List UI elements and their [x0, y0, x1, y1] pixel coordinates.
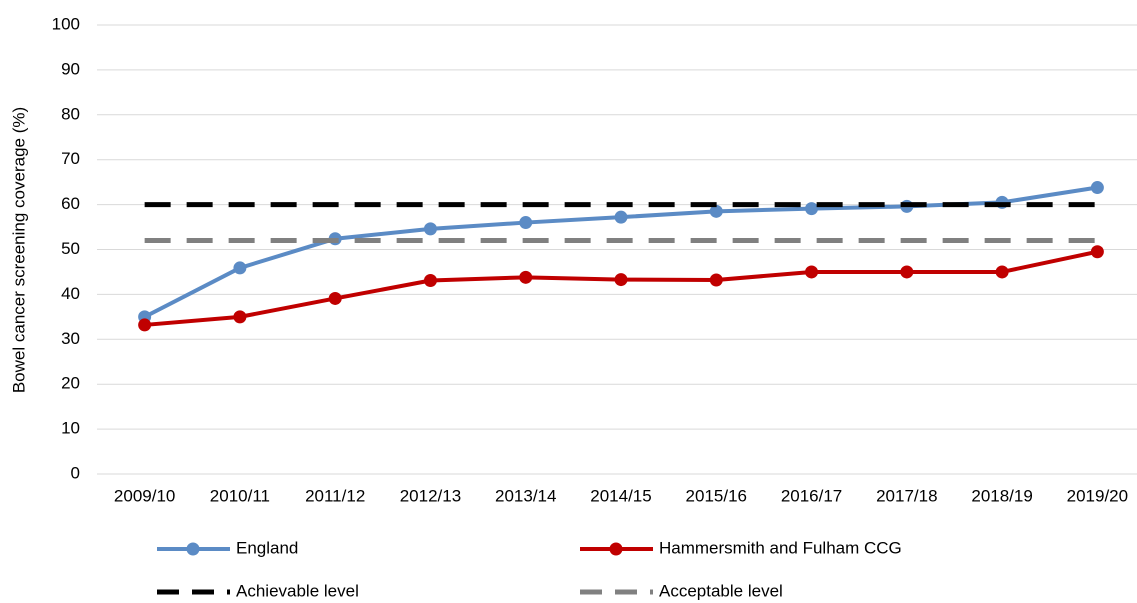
data-point	[328, 291, 342, 305]
data-point	[423, 273, 437, 287]
y-tick-label: 50	[61, 239, 80, 258]
data-point	[995, 265, 1009, 279]
x-tick-label: 2016/17	[781, 486, 842, 505]
y-tick-label: 30	[61, 329, 80, 348]
data-point	[138, 318, 152, 332]
data-point	[519, 216, 533, 230]
x-tick-label: 2010/11	[210, 486, 270, 505]
data-point	[709, 273, 723, 287]
x-tick-label: 2009/10	[114, 486, 175, 505]
y-tick-label: 0	[71, 463, 80, 482]
data-point	[709, 204, 723, 218]
y-tick-label: 40	[61, 284, 80, 303]
legend-label: Achievable level	[236, 581, 359, 600]
data-point	[900, 265, 914, 279]
data-point	[233, 261, 247, 275]
data-point	[614, 210, 628, 224]
y-axis-label: Bowel cancer screening coverage (%)	[9, 107, 28, 393]
x-tick-label: 2018/19	[971, 486, 1032, 505]
x-tick-label: 2017/18	[876, 486, 937, 505]
x-tick-label: 2014/15	[590, 486, 651, 505]
y-tick-label: 70	[61, 149, 80, 168]
legend-label: Acceptable level	[659, 581, 783, 600]
y-tick-label: 100	[52, 14, 80, 33]
x-tick-label: 2013/14	[495, 486, 556, 505]
data-point	[233, 310, 247, 324]
data-point	[805, 265, 819, 279]
y-tick-label: 80	[61, 104, 80, 123]
legend-label: Hammersmith and Fulham CCG	[659, 538, 902, 557]
legend-marker	[609, 542, 623, 556]
data-point	[1090, 181, 1104, 195]
data-point	[1090, 245, 1104, 259]
x-tick-label: 2019/20	[1067, 486, 1128, 505]
y-tick-label: 10	[61, 419, 80, 438]
legend-marker	[186, 542, 200, 556]
y-tick-label: 20	[61, 374, 80, 393]
series-line	[144, 249, 1098, 327]
data-point	[423, 222, 437, 236]
data-point	[805, 202, 819, 216]
legend-label: England	[236, 538, 298, 557]
data-point	[614, 273, 628, 287]
y-tick-label: 90	[61, 59, 80, 78]
y-tick-label: 60	[61, 194, 80, 213]
data-point	[519, 270, 533, 284]
x-tick-label: 2012/13	[400, 486, 461, 505]
x-tick-label: 2011/12	[305, 486, 365, 505]
x-tick-label: 2015/16	[686, 486, 747, 505]
